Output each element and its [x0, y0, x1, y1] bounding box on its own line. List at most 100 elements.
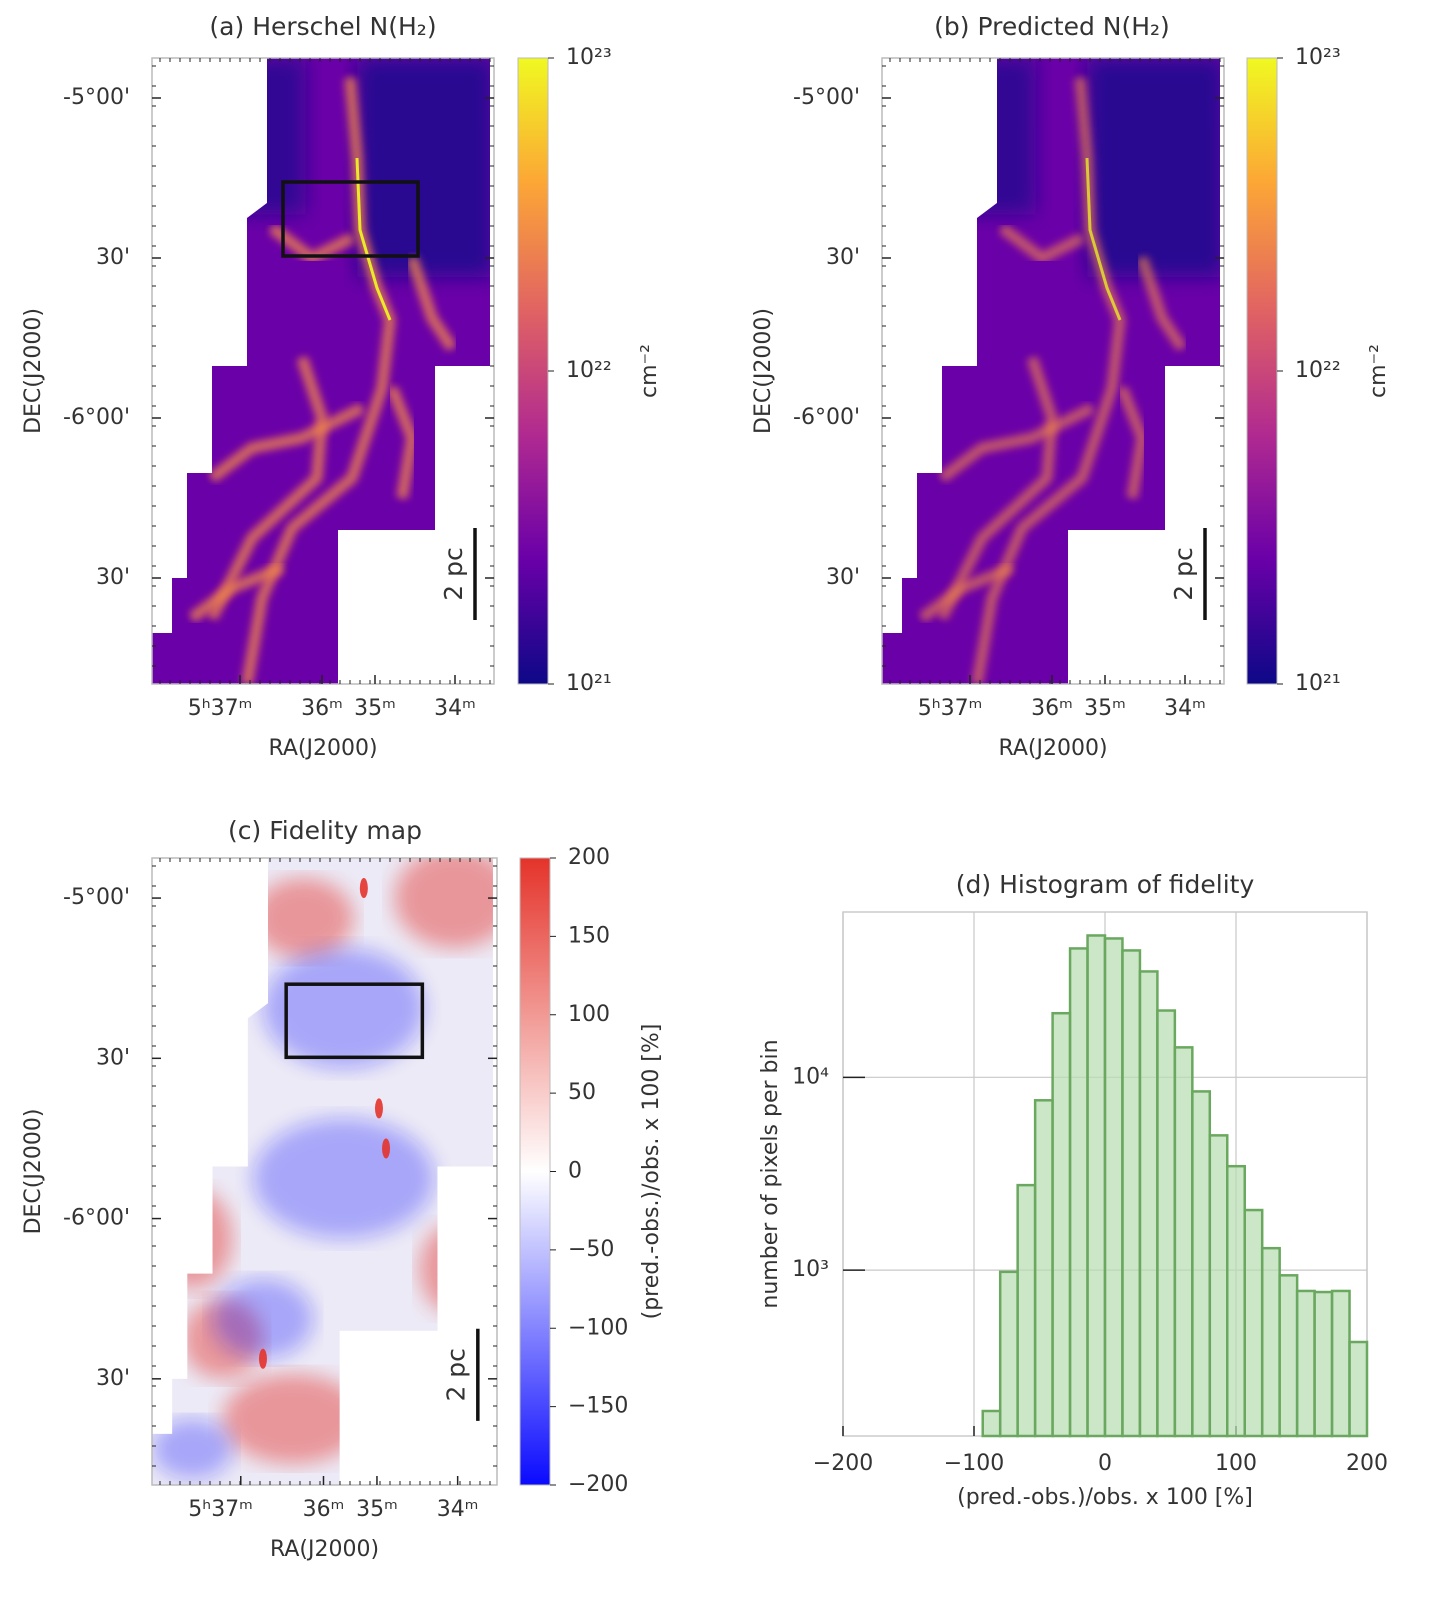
- x-axis-label: (pred.-obs.)/obs. x 100 [%]: [957, 1485, 1253, 1510]
- chart-title: (d) Histogram of fidelity: [956, 870, 1255, 899]
- filament: [1000, 226, 1083, 261]
- histogram-bar: [1348, 1340, 1369, 1438]
- histogram-bar: [1330, 1289, 1351, 1438]
- histogram-bar: [1226, 1164, 1246, 1438]
- colorbar-tick-label: 0: [568, 1159, 582, 1184]
- x-tick-label: 36ᵐ: [1031, 696, 1073, 721]
- x-tick-label: 34ᵐ: [437, 1497, 479, 1522]
- filament: [410, 257, 454, 350]
- histogram-bar: [1051, 1011, 1072, 1438]
- y-tick-label: -5°00': [793, 85, 860, 110]
- colorbar-tick-label: 10²²: [1295, 358, 1341, 383]
- region-box: [281, 180, 420, 258]
- colorbar-tick-label: 100: [568, 1002, 610, 1027]
- filament-peak: [355, 157, 392, 321]
- histogram-bar: [1138, 970, 1159, 1438]
- colorbar-tick-label: 10²¹: [1295, 671, 1341, 696]
- colorbar-label: cm⁻²: [1366, 344, 1391, 398]
- y-tick-label: -6°00': [793, 405, 860, 430]
- hot-spot: [382, 1138, 391, 1159]
- colorbar-tick-label: 200: [568, 845, 610, 870]
- map-dark: [1087, 58, 1220, 278]
- x-tick-label: 100: [1215, 1451, 1257, 1476]
- histogram-bar: [981, 1409, 1002, 1438]
- histogram-bar: [1260, 1246, 1281, 1438]
- y-tick-label: 30': [96, 1045, 130, 1070]
- y-tick-label: 30': [826, 565, 860, 590]
- negative-region: [212, 1278, 314, 1359]
- positive-region: [419, 1223, 490, 1314]
- map-dark: [882, 58, 1036, 215]
- histogram-bar: [1156, 1009, 1177, 1438]
- histogram-bar: [1295, 1289, 1316, 1438]
- positive-region: [222, 1373, 364, 1464]
- y-axis-label: DEC(J2000): [21, 308, 46, 434]
- histogram-bar: [1208, 1134, 1229, 1438]
- colorbar: [517, 57, 549, 685]
- filament: [940, 357, 1055, 619]
- y-tick-label: 30': [96, 1366, 130, 1391]
- y-tick-label: 10³: [792, 1257, 829, 1282]
- histogram-bar: [998, 1270, 1019, 1438]
- x-tick-label: 0: [1098, 1451, 1112, 1476]
- x-tick-label: 200: [1346, 1451, 1388, 1476]
- y-axis-label: DEC(J2000): [751, 308, 776, 434]
- map-frame: [151, 857, 498, 1486]
- histogram-bar: [1278, 1274, 1299, 1438]
- hot-spot: [359, 878, 368, 899]
- hot-spot: [258, 1348, 267, 1369]
- x-tick-label: 5ʰ37ᵐ: [188, 696, 253, 721]
- positive-region: [394, 858, 493, 949]
- colorbar-label: (pred.-obs.)/obs. x 100 [%]: [639, 1024, 664, 1320]
- x-axis-label: RA(J2000): [268, 736, 377, 761]
- histogram-bar: [1086, 934, 1107, 1438]
- x-tick-label: −100: [944, 1451, 1004, 1476]
- map-dark: [357, 58, 490, 278]
- colorbar-tick-label: −200: [568, 1472, 628, 1497]
- colorbar-tick-label: 10²³: [566, 45, 612, 70]
- colorbar-tick-label: −150: [568, 1394, 628, 1419]
- map-title: (c) Fidelity map: [228, 816, 422, 845]
- colorbar-tick-label: 10²¹: [566, 671, 612, 696]
- histogram-bar: [1313, 1290, 1334, 1438]
- filament: [940, 406, 1093, 480]
- histogram-bar: [1016, 1183, 1037, 1438]
- histogram-bar: [1121, 949, 1142, 1438]
- filament: [920, 566, 1013, 620]
- histogram-bar: [1243, 1208, 1264, 1438]
- x-tick-label: 34ᵐ: [1164, 696, 1206, 721]
- filament: [1140, 257, 1184, 350]
- x-tick-label: −200: [813, 1451, 873, 1476]
- positive-region: [252, 878, 354, 959]
- filament-peak: [1085, 157, 1122, 321]
- y-tick-label: -6°00': [63, 405, 130, 430]
- histogram-bar: [1191, 1090, 1212, 1438]
- filament: [270, 226, 353, 261]
- negative-region: [152, 1418, 233, 1479]
- y-tick-label: -5°00': [63, 85, 130, 110]
- histogram-bar: [1068, 947, 1089, 1438]
- histogram-bar: [1103, 937, 1124, 1438]
- x-tick-label: 35ᵐ: [356, 1497, 398, 1522]
- map-frame: [881, 57, 1225, 685]
- histogram-bar: [1033, 1099, 1054, 1438]
- map-title: (a) Herschel N(H₂): [209, 12, 436, 41]
- colorbar-label: cm⁻²: [637, 344, 662, 398]
- colorbar-tick-label: 150: [568, 923, 610, 948]
- x-tick-label: 35ᵐ: [1084, 696, 1126, 721]
- filament: [1120, 387, 1145, 499]
- x-tick-label: 36ᵐ: [303, 1497, 345, 1522]
- hot-spot: [374, 1098, 383, 1119]
- y-tick-label: 30': [96, 245, 130, 270]
- colorbar-tick-label: 10²²: [566, 358, 612, 383]
- y-tick-label: -6°00': [63, 1206, 130, 1231]
- scale-bar-label: 2 pc: [439, 547, 468, 600]
- colorbar: [519, 857, 551, 1486]
- scale-bar-label: 2 pc: [442, 1348, 471, 1401]
- filament: [390, 387, 415, 499]
- negative-region: [353, 1358, 455, 1439]
- y-tick-label: 10⁴: [792, 1064, 829, 1089]
- filament: [210, 406, 363, 480]
- positive-region: [152, 1188, 233, 1289]
- negative-region: [252, 1118, 435, 1239]
